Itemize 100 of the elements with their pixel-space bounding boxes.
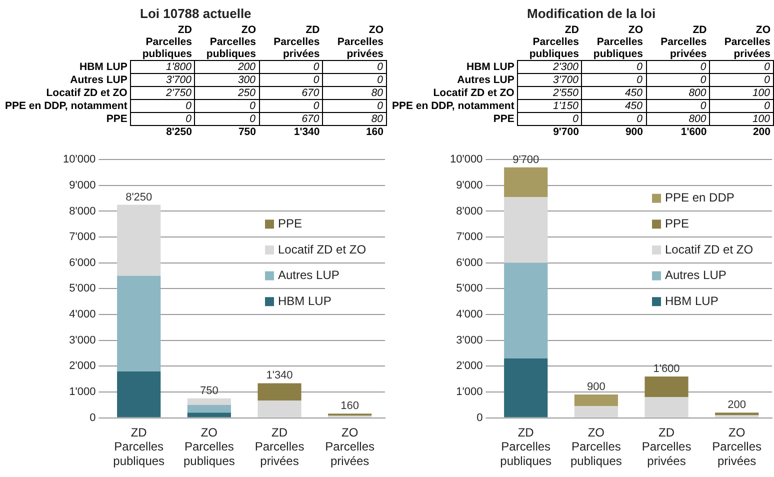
y-tick-label: 2'000 [456, 360, 483, 372]
text: 670 [302, 113, 320, 125]
text: 100 [752, 113, 770, 125]
bar [258, 400, 302, 418]
category-label: ZO Parcelles privées [723, 24, 772, 60]
bar [258, 383, 302, 400]
y-tick-label: 1'000 [69, 386, 96, 398]
text: 450 [624, 87, 642, 99]
text: 900 [625, 126, 643, 138]
x-tick-label: ZO Parcelles publiques [183, 425, 235, 468]
x-tick-label: ZD Parcelles privées [642, 425, 692, 468]
text: 0 [700, 74, 706, 86]
bar [504, 262, 548, 358]
category-label: ZD Parcelles privées [272, 24, 321, 60]
text: 1'340 [294, 126, 320, 138]
text: 0 [636, 61, 642, 73]
category-label: PPE [106, 113, 128, 125]
text: 2'750 [166, 87, 192, 99]
category-label: Autres LUP [457, 74, 514, 86]
y-tick-label: 8'000 [69, 205, 96, 218]
text: 800 [688, 87, 706, 99]
text: 200 [238, 61, 256, 73]
x-tick-label: ZO Parcelles privées [712, 425, 762, 468]
category-label: ZD Parcelles publiques [141, 24, 193, 60]
text: 250 [238, 87, 256, 99]
text: 0 [186, 113, 192, 125]
text: 0 [572, 113, 578, 125]
text: 80 [371, 113, 383, 125]
text: Loi 10788 actuelle [139, 5, 252, 23]
text: 0 [313, 61, 320, 73]
legend-label: PPE [278, 216, 302, 230]
text: 450 [624, 100, 642, 112]
legend-label: HBM LUP [278, 294, 332, 308]
total-label: 9'700 [512, 154, 540, 166]
bar [187, 398, 231, 405]
bar [504, 167, 548, 198]
y-tick-label: 1'000 [456, 386, 483, 398]
text: 0 [636, 74, 642, 86]
category-label: ZO Parcelles publiques [205, 24, 257, 60]
bar [504, 197, 548, 263]
category-label: HBM LUP [466, 61, 514, 73]
total-label: 160 [340, 400, 360, 412]
text: 670 [302, 87, 320, 99]
category-label: PPE en DDP, notamment [392, 100, 514, 112]
total-label: 900 [587, 381, 606, 394]
y-tick-label: 4'000 [69, 308, 96, 321]
y-tick-label: 3'000 [69, 334, 96, 346]
y-tick-label: 0 [90, 412, 96, 424]
total-label: 200 [728, 399, 746, 412]
bar [715, 412, 759, 416]
bar [644, 376, 688, 398]
y-tick-label: 5'000 [456, 282, 483, 295]
bar [117, 371, 161, 418]
text: 200 [752, 126, 770, 138]
text: 80 [371, 87, 383, 99]
total-label: 8'250 [126, 191, 152, 204]
category-label: ZO Parcelles privées [336, 24, 384, 60]
y-tick-label: 6'000 [69, 256, 96, 269]
legend-label: PPE en DDP [665, 190, 734, 205]
y-tick-label: 6'000 [456, 256, 483, 269]
legend-label: HBM LUP [665, 294, 718, 308]
text: 1'600 [680, 126, 707, 138]
text: 1'150 [553, 100, 578, 112]
text: 800 [688, 113, 706, 125]
text: 8'250 [166, 126, 192, 138]
text: 300 [238, 74, 256, 86]
y-tick-label: 9'000 [456, 179, 483, 192]
category-label: PPE en DDP, notamment [5, 100, 128, 112]
bar [187, 404, 231, 413]
x-tick-label: ZO Parcelles privées [325, 425, 375, 468]
y-tick-label: 10'000 [450, 154, 483, 166]
text: 0 [377, 61, 383, 73]
bar [187, 412, 231, 418]
bar [117, 276, 161, 372]
bar [644, 397, 688, 418]
text: 160 [366, 126, 384, 138]
text: 0 [700, 100, 706, 112]
text: 0 [377, 100, 383, 112]
category-label: Autres LUP [70, 74, 128, 86]
text: 750 [238, 126, 256, 138]
text: 2'550 [553, 87, 578, 99]
text: 0 [636, 113, 642, 125]
bar [574, 406, 618, 418]
category-label: Locatif ZD et ZO [46, 87, 128, 99]
y-tick-label: 9'000 [69, 179, 96, 192]
text: 0 [764, 100, 770, 112]
category-label: ZO Parcelles publiques [592, 24, 644, 60]
legend-label: PPE [665, 216, 690, 230]
legend-label: Locatif ZD et ZO [665, 242, 754, 256]
text: 0 [313, 74, 320, 86]
x-tick-label: ZD Parcelles publiques [500, 425, 552, 468]
legend-label: Autres LUP [665, 268, 726, 282]
category-label: ZD Parcelles publiques [528, 24, 580, 60]
legend-label: Locatif ZD et ZO [278, 242, 366, 256]
text: 0 [377, 74, 383, 86]
y-tick-label: 7'000 [456, 231, 483, 244]
bar [504, 358, 548, 418]
total-label: 1'600 [653, 363, 680, 376]
text: 2'300 [553, 61, 578, 73]
text: 0 [250, 100, 256, 112]
